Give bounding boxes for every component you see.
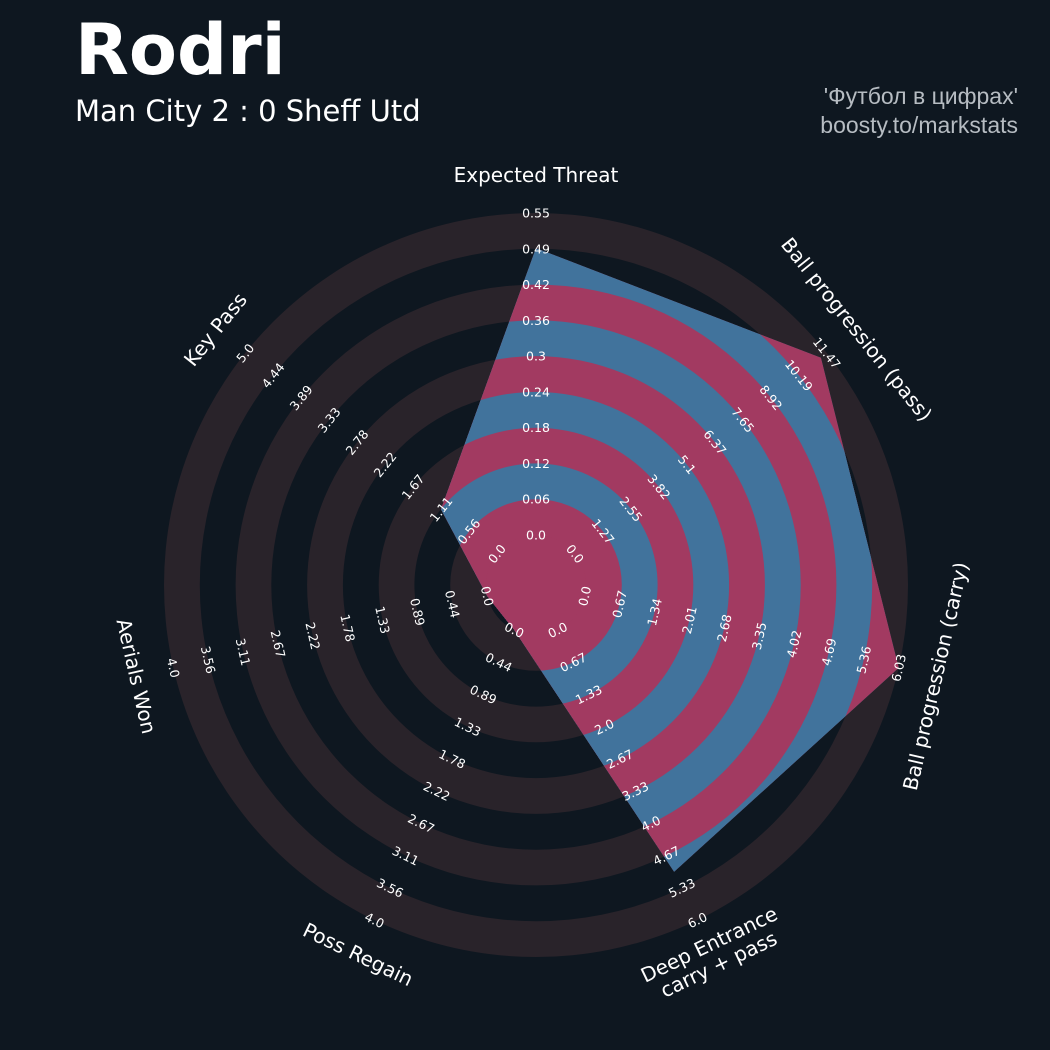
tick-label: 1.34 [644, 597, 665, 628]
tick-label: 4.02 [784, 629, 805, 659]
axis-label: Expected Threat [454, 163, 619, 187]
credit-line-channel: 'Футбол в цифрах' [823, 83, 1018, 109]
tick-label: 1.78 [337, 613, 358, 644]
tick-label: 0.55 [522, 206, 550, 221]
tick-label: 0.06 [522, 492, 550, 507]
polygon-band-0 [486, 535, 586, 635]
axis-label-line: Expected Threat [454, 163, 619, 187]
match-subtitle: Man City 2 : 0 Sheff Utd [75, 94, 421, 128]
tick-label: 0.0 [526, 528, 546, 543]
player-name-title: Rodri [75, 9, 286, 91]
tick-label: 0.18 [522, 420, 550, 435]
tick-label: 0.49 [522, 241, 550, 256]
tick-label: 0.36 [522, 313, 550, 328]
credit-block: 'Футбол в цифрах' boosty.to/markstats [820, 82, 1018, 140]
tick-label: 4.0 [164, 656, 183, 679]
tick-label: 3.35 [749, 621, 770, 651]
tick-label: 2.01 [679, 605, 700, 635]
tick-label: 1.33 [372, 605, 393, 635]
value-polygon [441, 248, 899, 872]
tick-label: 2.22 [302, 621, 323, 651]
tick-label: 0.12 [522, 456, 550, 471]
tick-label: 0.44 [442, 589, 463, 620]
axis-label: Ball progression (carry) [898, 560, 973, 793]
axis-label-line: Ball progression (carry) [898, 560, 973, 793]
tick-label: 0.0 [478, 585, 497, 608]
axis-label-line: Aerials Won [112, 616, 162, 736]
tick-label: 0.89 [407, 597, 428, 628]
tick-label: 2.68 [714, 613, 735, 644]
tick-label: 0.24 [522, 384, 550, 399]
tick-label: 0.67 [609, 589, 630, 619]
tick-label: 2.67 [268, 629, 289, 659]
axis-label: Aerials Won [112, 616, 162, 736]
credit-line-url[interactable]: boosty.to/markstats [820, 112, 1018, 138]
tick-label: 4.69 [818, 637, 839, 668]
tick-label: 3.11 [233, 637, 254, 667]
tick-label: 0.0 [575, 585, 594, 608]
tick-label: 6.03 [888, 653, 909, 683]
tick-label: 0.3 [526, 349, 546, 364]
tick-label: 3.56 [198, 645, 219, 676]
tick-label: 0.42 [522, 277, 550, 292]
tick-label: 5.36 [853, 645, 874, 676]
